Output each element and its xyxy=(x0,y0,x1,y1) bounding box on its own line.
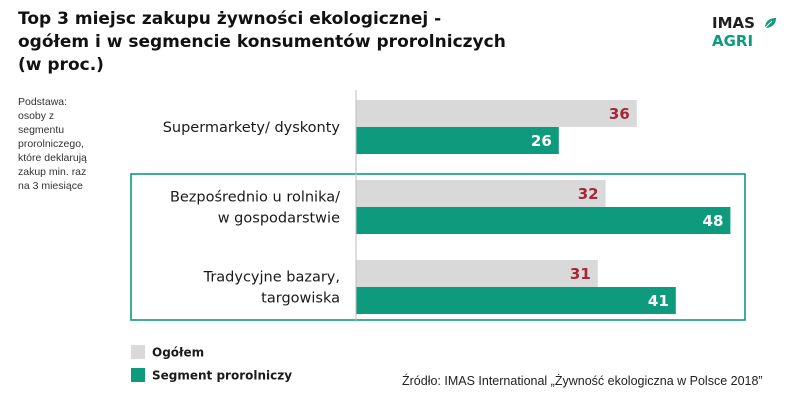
title-line-1: Top 3 miejsc zakupu żywności ekologiczne… xyxy=(18,9,442,29)
data-label: 26 xyxy=(531,132,552,150)
data-label: 31 xyxy=(570,265,591,283)
basis-line: zakup min. raz xyxy=(18,166,87,178)
leaf-icon xyxy=(764,18,776,29)
logo-line-1: IMAS xyxy=(712,14,755,32)
highlight-frame xyxy=(130,173,746,321)
category-label: w gospodarstwie xyxy=(218,211,340,227)
bar-og-em xyxy=(356,100,637,127)
legend-swatch xyxy=(131,368,145,382)
legend-label: Ogółem xyxy=(152,346,204,360)
category-label: targowiska xyxy=(261,291,340,307)
data-label: 48 xyxy=(703,212,724,230)
bar-og-em xyxy=(356,260,598,287)
imas-agri-logo: IMAS AGRI xyxy=(712,14,782,54)
bar-segment-prorolniczy xyxy=(356,207,731,234)
title-line-2: ogółem i w segmencie konsumentów proroln… xyxy=(18,32,506,52)
basis-line: Podstawa: xyxy=(18,96,68,108)
basis-line: które deklarują xyxy=(18,152,87,164)
source-note: Źródło: IMAS International „Żywność ekol… xyxy=(402,374,763,388)
bar-segment-prorolniczy xyxy=(356,127,559,154)
category-label: Tradycyjne bazary, xyxy=(203,270,340,286)
category-label: Bezpośrednio u rolnika/ xyxy=(170,190,340,206)
title-line-3: (w proc.) xyxy=(18,55,104,75)
chart-title: Top 3 miejsc zakupu żywności ekologiczne… xyxy=(18,8,578,77)
category-label: Supermarkety/ dyskonty xyxy=(163,120,341,136)
bar-og-em xyxy=(356,180,606,207)
basis-line: prorolniczego, xyxy=(18,138,84,150)
basis-line: segmentu xyxy=(18,124,65,136)
sample-basis-note: Podstawa: osoby z segmentu prorolniczego… xyxy=(18,95,136,193)
data-label: 36 xyxy=(609,105,630,123)
legend-label: Segment prorolniczy xyxy=(152,369,292,383)
legend-swatch xyxy=(131,345,145,359)
basis-line: osoby z xyxy=(18,110,55,122)
bar-segment-prorolniczy xyxy=(356,287,676,314)
data-label: 41 xyxy=(648,292,669,310)
data-label: 32 xyxy=(578,185,599,203)
logo-line-2: AGRI xyxy=(712,32,754,50)
basis-line: na 3 miesiące xyxy=(18,180,83,192)
